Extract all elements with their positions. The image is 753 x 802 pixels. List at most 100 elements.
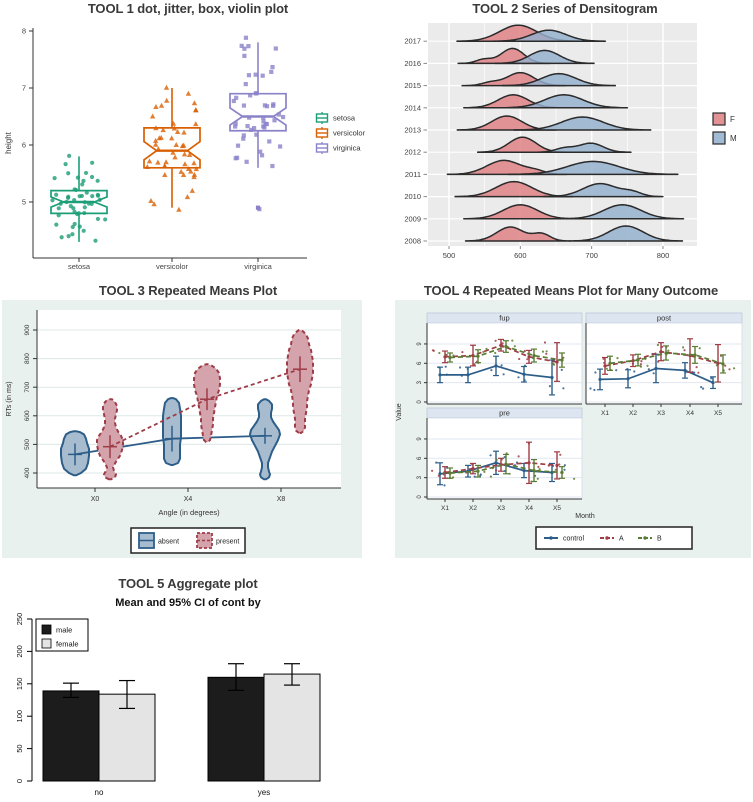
tool2-ridge-2009 xyxy=(463,204,685,220)
svg-text:150: 150 xyxy=(15,678,24,691)
tool2-ridge-2011 xyxy=(446,159,679,176)
svg-text:yes: yes xyxy=(258,788,270,797)
tool1-box-setosa xyxy=(50,156,108,242)
tool2-axes: 2008 2009 2010 2011 2012 2013 2014 2015 2016 2017… xyxy=(404,37,669,260)
svg-text:2008: 2008 xyxy=(404,237,421,246)
svg-text:F: F xyxy=(730,115,735,124)
svg-text:2016: 2016 xyxy=(404,59,421,68)
svg-text:500: 500 xyxy=(24,439,31,450)
tool5-legend: male female xyxy=(35,618,89,652)
svg-text:800: 800 xyxy=(24,353,31,364)
svg-text:7: 7 xyxy=(22,84,26,93)
tool4-series-fup-control xyxy=(437,355,555,396)
svg-text:Month: Month xyxy=(575,513,595,520)
tool4-series-pre-B xyxy=(447,453,565,483)
svg-text:2017: 2017 xyxy=(404,37,421,46)
svg-text:6: 6 xyxy=(22,141,26,150)
svg-text:500: 500 xyxy=(443,251,456,260)
svg-text:8: 8 xyxy=(22,27,26,36)
tool2-chart-canvas: 2008 2009 2010 2011 2012 2013 2014 2015 2016 2017… xyxy=(404,23,737,260)
tool5-title: TOOL 5 Aggregate plot xyxy=(118,576,258,591)
svg-text:3: 3 xyxy=(417,380,423,384)
svg-text:0: 0 xyxy=(15,779,24,783)
svg-text:9: 9 xyxy=(417,342,423,346)
svg-text:900: 900 xyxy=(24,324,31,335)
svg-text:B: B xyxy=(657,536,662,543)
svg-text:X4: X4 xyxy=(525,505,533,512)
svg-text:6: 6 xyxy=(417,361,423,365)
svg-text:2011: 2011 xyxy=(405,170,421,179)
svg-text:fup: fup xyxy=(499,314,509,323)
svg-text:X3: X3 xyxy=(497,505,505,512)
svg-text:X1: X1 xyxy=(441,505,449,512)
tool1-legend: setosa versicolor virginica xyxy=(315,112,366,154)
svg-text:50: 50 xyxy=(15,744,24,752)
svg-text:700: 700 xyxy=(585,251,598,260)
tool2-ridge-2010 xyxy=(454,180,664,198)
tool1-axes: 5 6 7 8 setosa versicolor virginica height xyxy=(4,27,307,271)
tool2-ridge-2008 xyxy=(464,225,684,242)
svg-text:X1: X1 xyxy=(601,410,609,417)
svg-text:200: 200 xyxy=(15,645,24,658)
tool3-means-present xyxy=(103,356,307,459)
tool1-box-versicolor xyxy=(143,88,201,208)
tool1-chart-canvas: 5 6 7 8 setosa versicolor virginica height setos… xyxy=(4,27,366,272)
tool1-box-virginica xyxy=(229,42,287,210)
tool3-title: TOOL 3 Repeated Means Plot xyxy=(98,283,278,298)
svg-text:2013: 2013 xyxy=(404,126,421,135)
tool2-ridge-2016 xyxy=(457,47,595,65)
svg-text:height: height xyxy=(4,131,13,154)
tool4-series-post-B xyxy=(607,345,726,374)
svg-text:RTs (in ms): RTs (in ms) xyxy=(6,381,13,416)
tool3-chart-canvas: 400 500 600 700 800 900 X0 X4 X8 Angle (in degree… xyxy=(2,300,362,558)
tool4-series-fup-A xyxy=(442,338,560,382)
svg-text:versicolor: versicolor xyxy=(333,129,366,138)
tool4-series-post-control xyxy=(597,353,716,391)
svg-text:absent: absent xyxy=(158,539,179,546)
svg-text:600: 600 xyxy=(24,410,31,421)
svg-text:2010: 2010 xyxy=(404,192,421,201)
svg-text:X3: X3 xyxy=(657,410,665,417)
svg-text:X4: X4 xyxy=(184,496,193,503)
tool4-series-fup-B xyxy=(447,340,565,368)
svg-text:700: 700 xyxy=(24,381,31,392)
svg-text:male: male xyxy=(56,626,72,635)
tool5-subtitle: Mean and 95% CI of cont by xyxy=(115,597,261,609)
tool4-series-post-A xyxy=(602,338,721,383)
tool1-points-virginica xyxy=(231,35,286,212)
tool1-points-versicolor xyxy=(144,84,200,212)
svg-text:2014: 2014 xyxy=(404,103,421,112)
svg-text:female: female xyxy=(56,640,79,649)
svg-text:3: 3 xyxy=(417,475,423,479)
svg-text:800: 800 xyxy=(657,251,670,260)
svg-text:X8: X8 xyxy=(277,496,286,503)
svg-text:X2: X2 xyxy=(629,410,637,417)
tool4-title: TOOL 4 Repeated Means Plot for Many Outc… xyxy=(423,283,719,298)
svg-text:Value: Value xyxy=(396,403,403,420)
tool4-jitter-fup-control xyxy=(437,364,565,390)
svg-text:250: 250 xyxy=(15,613,24,626)
svg-text:X0: X0 xyxy=(91,496,100,503)
tool4-jitter-fup-B xyxy=(438,339,560,366)
svg-text:Angle (in degrees): Angle (in degrees) xyxy=(158,508,220,517)
tool4-legend: control A B xyxy=(535,526,693,550)
svg-text:0: 0 xyxy=(417,495,423,499)
tool2-ridge-2014 xyxy=(463,94,629,109)
svg-text:M: M xyxy=(730,134,737,143)
tool2-ridge-2017 xyxy=(456,24,607,42)
svg-text:9: 9 xyxy=(417,437,423,441)
svg-text:400: 400 xyxy=(24,467,31,478)
svg-text:0: 0 xyxy=(417,400,423,404)
svg-text:virginica: virginica xyxy=(333,144,361,153)
svg-text:X5: X5 xyxy=(714,410,722,417)
svg-text:control: control xyxy=(563,536,584,543)
tool4-facet-post: post X1 X2 X3 X4 X5 xyxy=(585,312,743,417)
tool5-bars-no xyxy=(42,679,156,782)
tool4-facet-fup: fup 0 3 6 9 xyxy=(417,312,583,405)
tool4-facet-pre: pre 0 3 6 9 X1 X2 X3 X4 X5 xyxy=(417,407,583,512)
svg-text:2012: 2012 xyxy=(404,148,421,157)
tool2-ridge-2012 xyxy=(476,136,632,153)
svg-text:2009: 2009 xyxy=(404,214,421,223)
